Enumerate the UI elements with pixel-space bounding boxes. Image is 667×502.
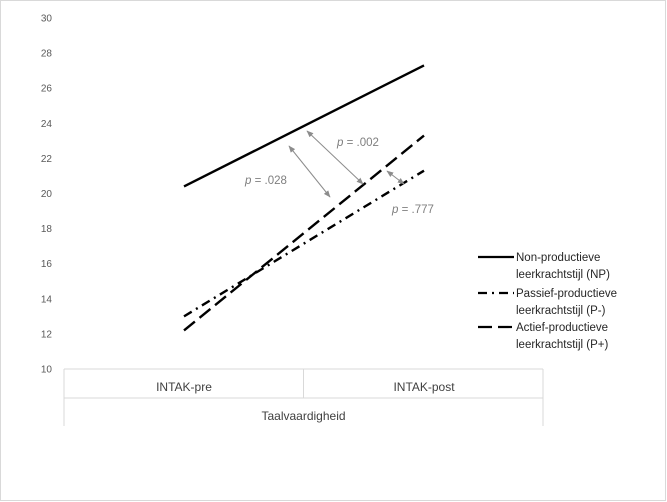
y-tick-label: 12 bbox=[41, 329, 53, 340]
series-lines bbox=[183, 64, 425, 332]
legend-label: Non-productieve bbox=[516, 252, 600, 264]
x-group-label: Taalvaardigheid bbox=[261, 409, 345, 423]
legend-label: leerkrachtstijl (P-) bbox=[516, 305, 606, 317]
legend-label: Passief-productieve bbox=[516, 288, 617, 300]
significance-arrow bbox=[386, 170, 405, 185]
y-tick-label: 26 bbox=[41, 84, 53, 95]
p-value-label: p = .002 bbox=[336, 137, 379, 149]
x-axis: INTAK-pre INTAK-post Taalvaardigheid bbox=[63, 368, 544, 426]
y-tick-label: 24 bbox=[41, 119, 53, 130]
y-tick-label: 14 bbox=[41, 294, 53, 305]
y-axis: 10 12 14 16 18 20 22 24 26 28 30 bbox=[41, 14, 53, 376]
significance-annotations: p = .028 p = .002 p = .777 bbox=[244, 130, 434, 216]
p-value-label: p = .777 bbox=[391, 204, 434, 216]
x-category-label: INTAK-pre bbox=[156, 380, 212, 394]
legend-label: Actief-productieve bbox=[516, 322, 608, 334]
x-category-label: INTAK-post bbox=[393, 380, 455, 394]
y-tick-label: 20 bbox=[41, 189, 53, 200]
y-tick-label: 16 bbox=[41, 259, 53, 270]
y-tick-label: 22 bbox=[41, 154, 53, 165]
legend-label: leerkrachtstijl (NP) bbox=[516, 269, 610, 281]
y-tick-label: 10 bbox=[41, 365, 53, 376]
y-tick-label: 28 bbox=[41, 49, 53, 60]
p-value-label: p = .028 bbox=[244, 175, 287, 187]
legend-label: leerkrachtstijl (P+) bbox=[516, 339, 609, 351]
series-line-2 bbox=[183, 169, 425, 318]
significance-arrow bbox=[306, 130, 364, 185]
series-line-3 bbox=[183, 134, 425, 332]
series-line-1 bbox=[183, 64, 425, 188]
y-tick-label: 18 bbox=[41, 224, 53, 235]
legend: Non-productieve leerkrachtstijl (NP) Passi… bbox=[478, 252, 617, 351]
y-tick-label: 30 bbox=[41, 14, 53, 25]
